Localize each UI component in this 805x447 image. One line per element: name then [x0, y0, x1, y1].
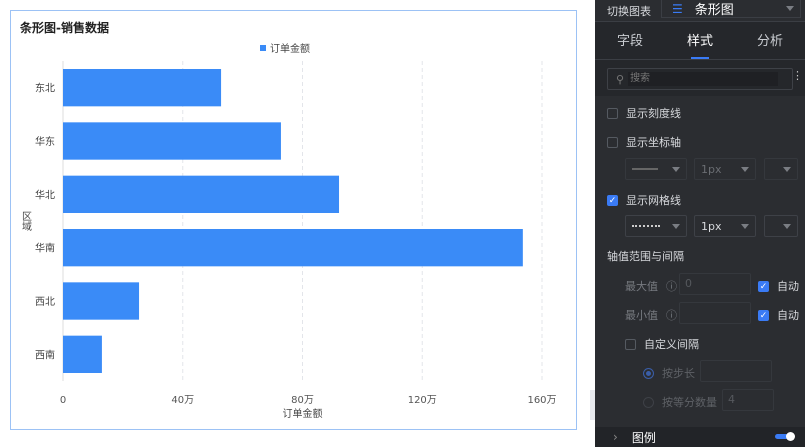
- search-icon: ⚲: [616, 72, 625, 86]
- x-tick-label: 40万: [171, 395, 194, 406]
- bar-chart-icon: ☰: [672, 1, 683, 16]
- more-icon[interactable]: ⋮: [792, 69, 803, 82]
- chart-type-value: 条形图: [694, 3, 734, 18]
- x-tick-label: 80万: [291, 395, 314, 406]
- bar-东北: [63, 69, 222, 107]
- show-grid-label: 显示网格线: [626, 194, 681, 207]
- show-axis-label: 显示坐标轴: [626, 136, 681, 149]
- grid-width-value: 1px: [701, 219, 722, 233]
- chart-card: 条形图-销售数据 0 40万 80万 120万 160万 东北 华东 华北 华南 西北 西南 订单金额…: [10, 10, 577, 430]
- y-tick-label: 西南: [35, 348, 55, 361]
- custom-interval-checkbox[interactable]: 自定义间隔: [625, 336, 699, 352]
- tab-fields[interactable]: 字段: [616, 34, 643, 49]
- info-icon: ⓘ: [666, 309, 677, 322]
- axis-range-heading: 轴值范围与间隔: [607, 250, 684, 263]
- by-count-label: 按等分数量: [662, 396, 717, 409]
- axis-color-select[interactable]: [764, 158, 798, 180]
- custom-interval-label: 自定义间隔: [644, 338, 699, 351]
- search-input[interactable]: ⚲ 搜索: [607, 68, 793, 90]
- axis-width-value: 1px: [701, 162, 722, 176]
- tab-analysis[interactable]: 分析: [756, 34, 783, 49]
- legend-swatch: [260, 45, 266, 51]
- max-auto-label: 自动: [777, 280, 799, 293]
- bar-华东: [63, 122, 281, 160]
- y-tick-label: 华北: [35, 188, 55, 201]
- info-icon: ⓘ: [666, 280, 677, 293]
- legend-toggle[interactable]: [775, 432, 795, 441]
- x-tick-label: 120万: [408, 395, 437, 406]
- x-axis-title: 订单金额: [283, 407, 323, 420]
- show-ticks-checkbox[interactable]: 显示刻度线: [607, 105, 681, 121]
- axis-line-style-select[interactable]: [625, 158, 687, 180]
- legend-section[interactable]: › 图例: [595, 427, 805, 447]
- chart-type-select[interactable]: ☰ 条形图: [661, 0, 801, 18]
- settings-panel: 切换图表 ☰ 条形图 字段 样式 分析 ⚲ 搜索 ⋮ 显示刻度线 显示坐标轴 1…: [595, 0, 805, 447]
- by-count-radio[interactable]: 按等分数量: [643, 394, 717, 410]
- max-label: 最大值: [625, 280, 658, 293]
- chevron-right-icon: ›: [613, 430, 618, 444]
- bar-西南: [63, 335, 102, 373]
- bar-华北: [63, 175, 340, 213]
- y-tick-label: 东北: [35, 82, 55, 95]
- y-tick-label: 西北: [35, 296, 55, 308]
- x-tick-label: 0: [60, 395, 66, 406]
- y-tick-label: 华南: [35, 242, 55, 255]
- show-grid-checkbox[interactable]: ✓ 显示网格线: [607, 194, 681, 207]
- tab-style[interactable]: 样式: [665, 22, 735, 59]
- show-ticks-label: 显示刻度线: [626, 107, 681, 120]
- y-tick-label: 华东: [35, 135, 55, 148]
- by-step-label: 按步长: [662, 367, 695, 380]
- show-axis-checkbox[interactable]: 显示坐标轴: [607, 134, 681, 150]
- chevron-down-icon: [786, 6, 794, 11]
- bar-华南: [63, 229, 523, 267]
- max-value-input[interactable]: 0: [679, 273, 751, 295]
- x-tick-label: 160万: [527, 395, 556, 406]
- search-placeholder: 搜索: [628, 72, 779, 86]
- count-input[interactable]: 4: [722, 389, 774, 411]
- splitter[interactable]: [590, 390, 595, 420]
- axis-line-width-select[interactable]: 1px: [694, 158, 756, 180]
- grid-line-width-select[interactable]: 1px: [694, 215, 756, 237]
- min-value-input[interactable]: [679, 302, 751, 324]
- bar-西北: [63, 282, 140, 320]
- chart-title: 条形图-销售数据: [20, 21, 109, 35]
- legend-label: 订单金额: [270, 42, 310, 55]
- min-label: 最小值: [625, 309, 658, 322]
- by-step-radio[interactable]: 按步长: [643, 365, 695, 381]
- switch-chart-label: 切换图表: [607, 4, 651, 18]
- step-input[interactable]: [700, 360, 772, 382]
- min-auto-checkbox[interactable]: ✓ 自动: [758, 309, 799, 322]
- legend-section-label: 图例: [631, 430, 656, 445]
- min-auto-label: 自动: [777, 309, 799, 322]
- grid-color-select[interactable]: [764, 215, 798, 237]
- max-auto-checkbox[interactable]: ✓ 自动: [758, 280, 799, 293]
- grid-line-style-select[interactable]: [625, 215, 687, 237]
- panel-tabs: 字段 样式 分析: [595, 22, 805, 60]
- y-axis-title: 区域: [20, 211, 32, 231]
